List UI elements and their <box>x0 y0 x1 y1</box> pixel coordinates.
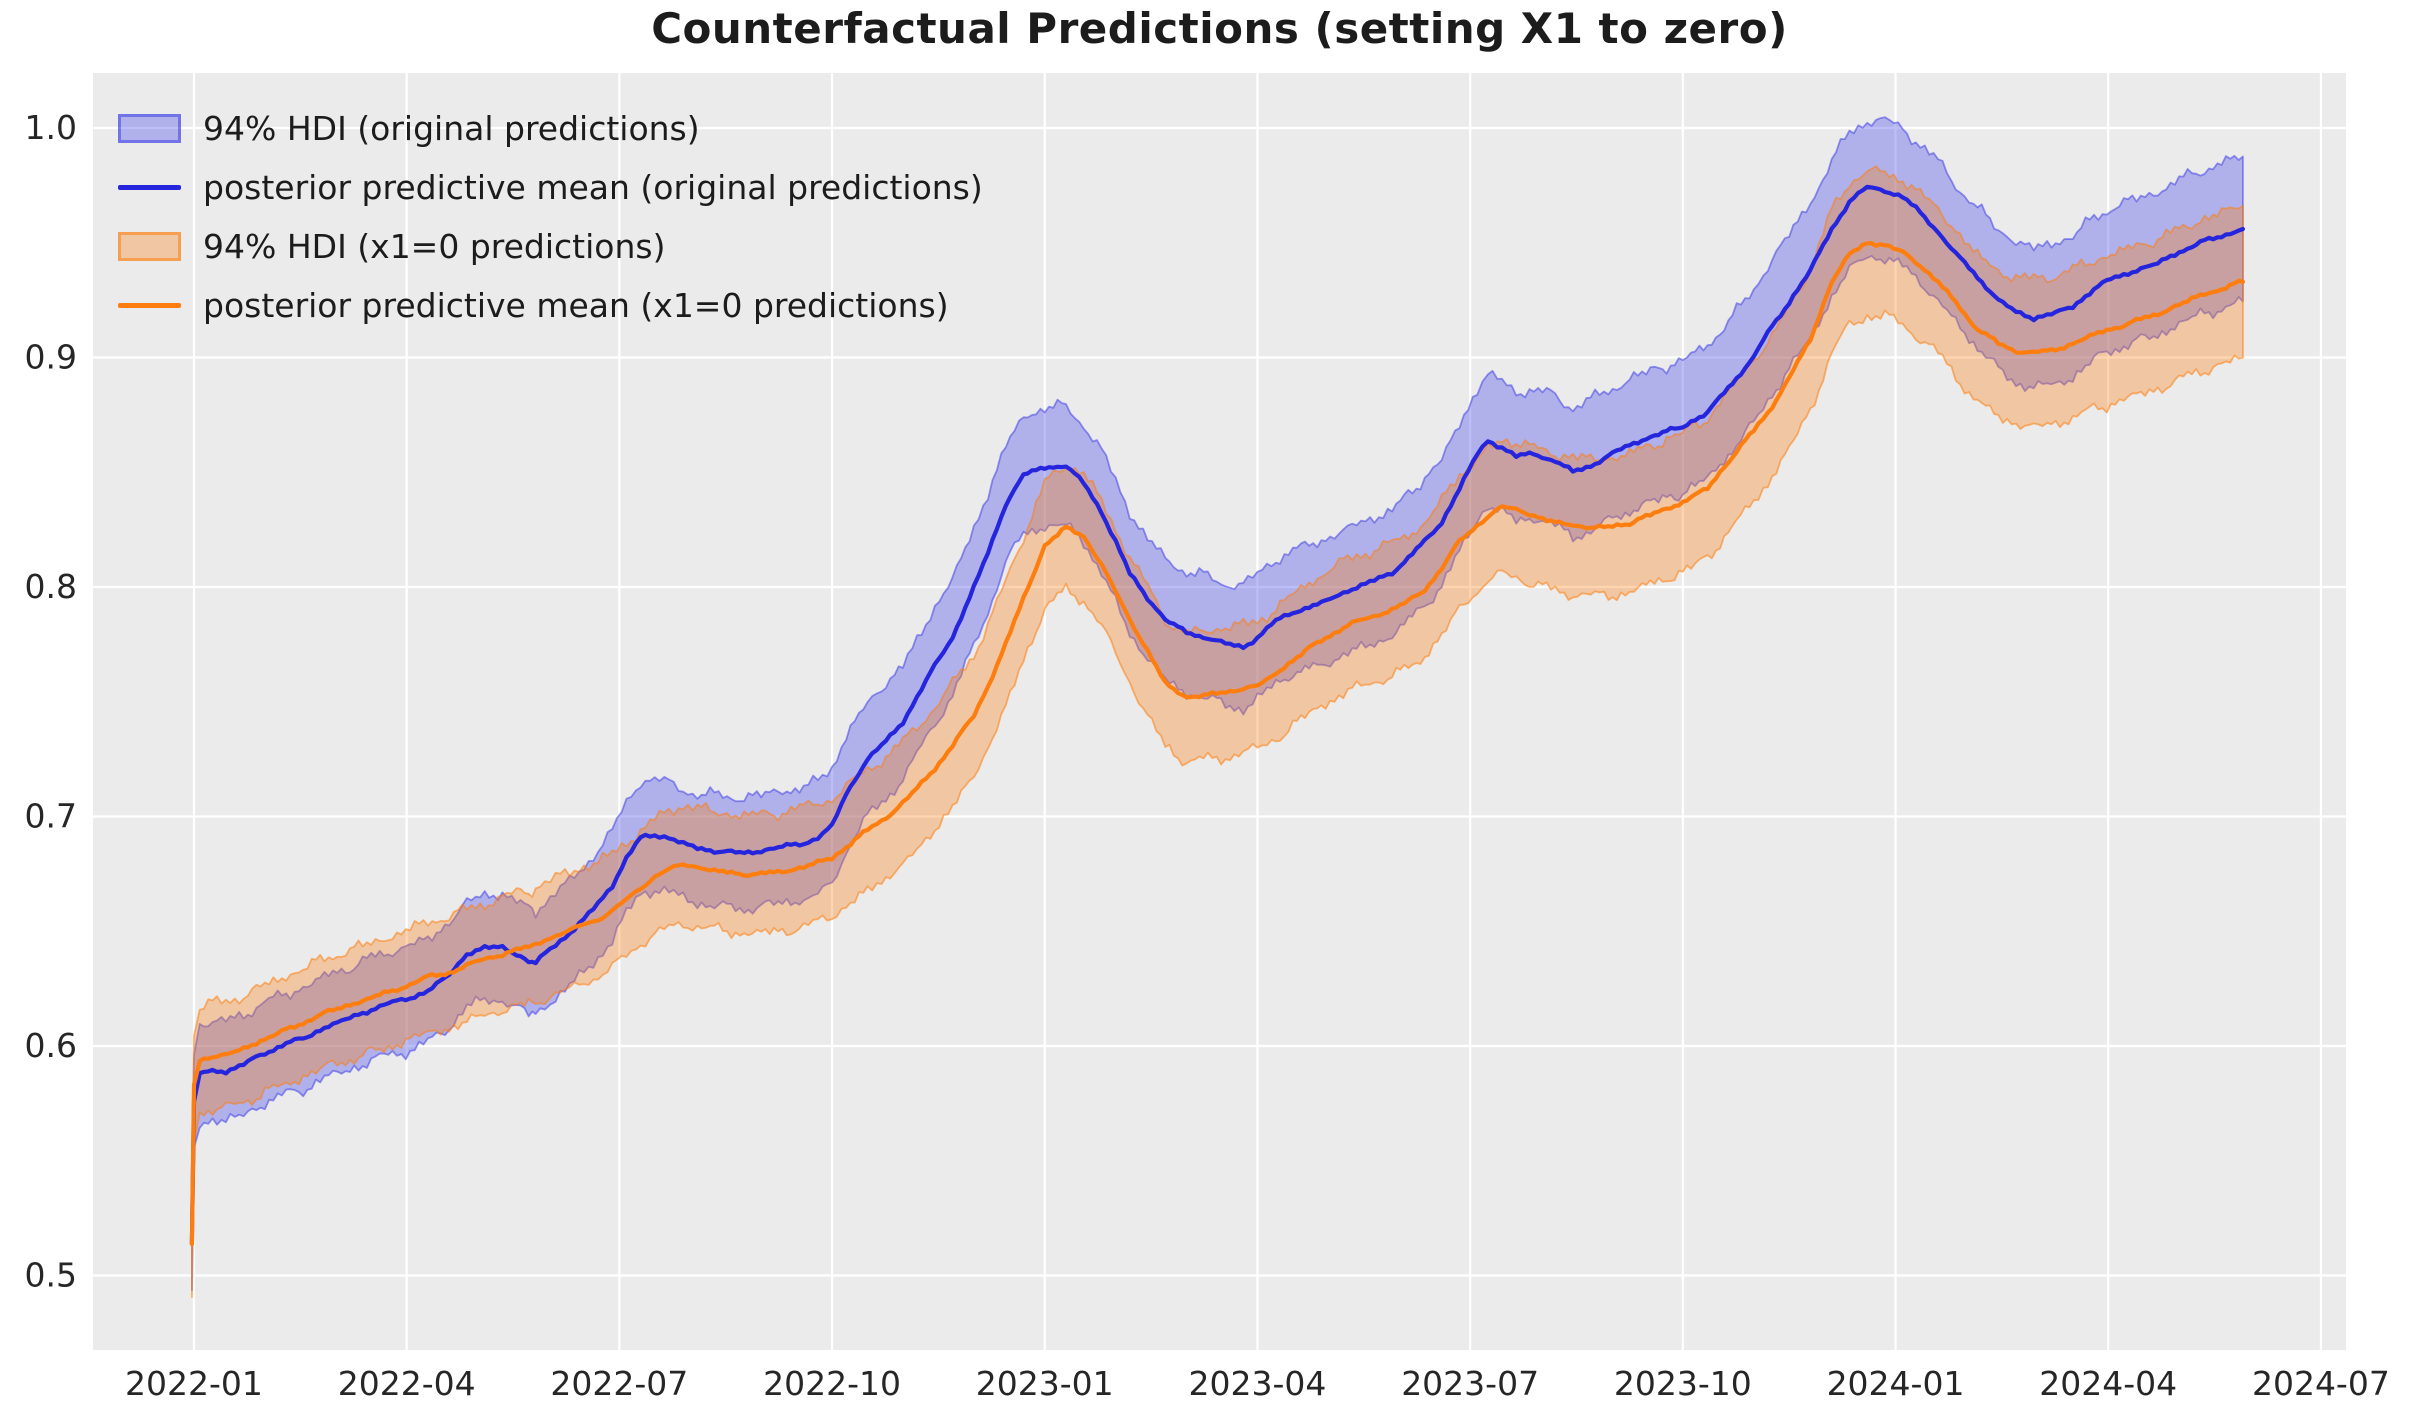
x-tick-label: 2023-01 <box>976 1364 1114 1403</box>
legend-swatch-orange-patch-icon <box>118 232 181 261</box>
x-tick-label: 2024-07 <box>2252 1364 2390 1403</box>
y-tick-label: 0.8 <box>25 567 77 606</box>
x-tick-label: 2023-10 <box>1614 1364 1752 1403</box>
legend-item: 94% HDI (x1=0 predictions) <box>118 217 983 276</box>
x-tick-label: 2022-04 <box>338 1364 476 1403</box>
y-tick-label: 0.6 <box>25 1026 77 1065</box>
x-tick-label: 2023-04 <box>1189 1364 1327 1403</box>
x-tick-label: 2023-07 <box>1401 1364 1539 1403</box>
y-tick-label: 1.0 <box>25 108 77 147</box>
legend-label: posterior predictive mean (x1=0 predicti… <box>203 286 949 325</box>
y-tick-label: 0.5 <box>25 1256 77 1295</box>
legend: 94% HDI (original predictions) posterior … <box>118 99 983 335</box>
legend-swatch-blue-patch-icon <box>118 114 181 143</box>
x-tick-label: 2024-04 <box>2039 1364 2177 1403</box>
legend-item: posterior predictive mean (x1=0 predicti… <box>118 276 983 335</box>
legend-swatch-blue-line-icon <box>118 185 181 190</box>
hdi-band-x1-0 <box>191 165 2244 1298</box>
x-tick-label: 2022-01 <box>125 1364 263 1403</box>
x-tick-label: 2022-10 <box>763 1364 901 1403</box>
legend-label: 94% HDI (x1=0 predictions) <box>203 227 666 266</box>
legend-label: posterior predictive mean (original pred… <box>203 168 983 207</box>
legend-swatch-orange-line-icon <box>118 303 181 308</box>
x-tick-label: 2024-01 <box>1827 1364 1965 1403</box>
legend-item: posterior predictive mean (original pred… <box>118 158 983 217</box>
y-tick-label: 0.7 <box>25 797 77 836</box>
legend-label: 94% HDI (original predictions) <box>203 109 700 148</box>
legend-item: 94% HDI (original predictions) <box>118 99 983 158</box>
axes-background <box>93 73 2346 1350</box>
y-tick-label: 0.9 <box>25 338 77 377</box>
x-tick-label: 2022-07 <box>550 1364 688 1403</box>
mean-line-x1-0 <box>189 241 2245 1247</box>
chart-title: Counterfactual Predictions (setting X1 t… <box>651 4 1788 53</box>
series-layer <box>189 116 2245 1298</box>
mean-line-original <box>189 184 2245 1246</box>
